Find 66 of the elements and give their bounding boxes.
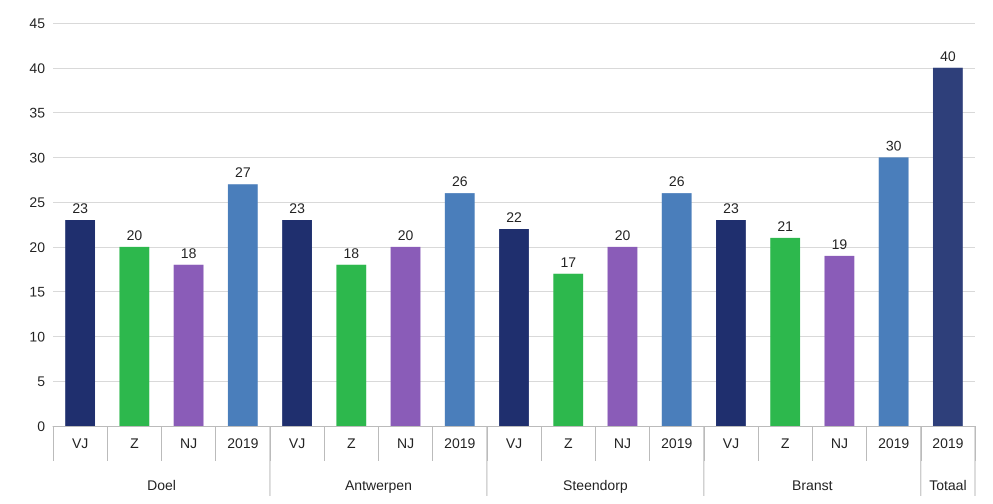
data-label: 23 bbox=[289, 200, 306, 216]
bar bbox=[608, 246, 638, 426]
data-label: 21 bbox=[777, 218, 794, 234]
x-tick-label: 2019 bbox=[227, 435, 259, 451]
bar bbox=[390, 246, 420, 426]
x-tick-label: VJ bbox=[506, 435, 522, 451]
data-label: 17 bbox=[560, 254, 576, 270]
data-label: 18 bbox=[344, 244, 360, 261]
data-label: 23 bbox=[723, 200, 739, 216]
bar bbox=[444, 193, 475, 426]
bar bbox=[119, 246, 150, 426]
bar bbox=[824, 256, 854, 426]
data-label: 18 bbox=[180, 244, 197, 261]
y-tick-label: 20 bbox=[29, 238, 46, 255]
y-tick-label: 5 bbox=[37, 373, 46, 390]
data-label: 30 bbox=[886, 137, 902, 154]
bar bbox=[553, 274, 584, 426]
text: Steendorp bbox=[563, 477, 628, 493]
y-tick-label: 25 bbox=[29, 194, 46, 210]
x-tick-label: 2019 bbox=[444, 435, 476, 451]
y-tick-label: 15 bbox=[29, 284, 46, 300]
text: Antwerpen bbox=[344, 477, 412, 493]
bar bbox=[65, 220, 96, 426]
bar bbox=[336, 264, 366, 426]
x-tick-label: 2019 bbox=[661, 435, 692, 451]
data-label: 23 bbox=[72, 200, 88, 216]
x-tick-label: NJ bbox=[180, 435, 198, 451]
x-tick-label: Z bbox=[564, 435, 573, 451]
y-tick-label: 30 bbox=[29, 149, 46, 166]
data-label: 40 bbox=[940, 48, 956, 64]
x-tick-label: Z bbox=[130, 435, 140, 451]
bar bbox=[878, 157, 909, 426]
data-label: 26 bbox=[668, 173, 685, 190]
x-tick-label: NJ bbox=[614, 435, 632, 451]
data-label: 22 bbox=[506, 208, 522, 225]
text: Doel bbox=[147, 477, 176, 493]
data-label: 19 bbox=[832, 236, 848, 252]
y-tick-label: 10 bbox=[29, 328, 46, 344]
x-tick-label: Z bbox=[780, 435, 790, 451]
bar bbox=[770, 238, 800, 426]
y-tick-label: 0 bbox=[37, 418, 46, 434]
data-label: 26 bbox=[452, 173, 468, 190]
y-tick-label: 35 bbox=[29, 104, 46, 121]
bar bbox=[716, 220, 746, 426]
bar bbox=[662, 193, 692, 426]
bar bbox=[174, 264, 204, 426]
x-tick-label: VJ bbox=[288, 435, 306, 451]
bar bbox=[228, 184, 258, 426]
bar bbox=[932, 68, 963, 426]
bar bbox=[499, 228, 529, 426]
x-tick-label: 2019 bbox=[878, 435, 910, 451]
y-tick-label: 40 bbox=[29, 60, 46, 76]
x-tick-label: NJ bbox=[396, 435, 414, 451]
data-label: 27 bbox=[235, 164, 251, 180]
data-label: 20 bbox=[126, 226, 142, 243]
x-tick-label: VJ bbox=[722, 435, 740, 451]
data-label: 20 bbox=[398, 226, 414, 243]
x-tick-label: VJ bbox=[72, 435, 88, 451]
data-label: 20 bbox=[614, 226, 630, 243]
text: Totaal bbox=[929, 477, 967, 493]
bar bbox=[282, 220, 312, 426]
text: Branst bbox=[792, 477, 833, 493]
x-tick-label: Z bbox=[347, 435, 356, 451]
x-tick-label: 2019 bbox=[932, 435, 964, 451]
y-tick-label: 45 bbox=[29, 15, 46, 31]
x-tick-label: NJ bbox=[830, 435, 848, 451]
